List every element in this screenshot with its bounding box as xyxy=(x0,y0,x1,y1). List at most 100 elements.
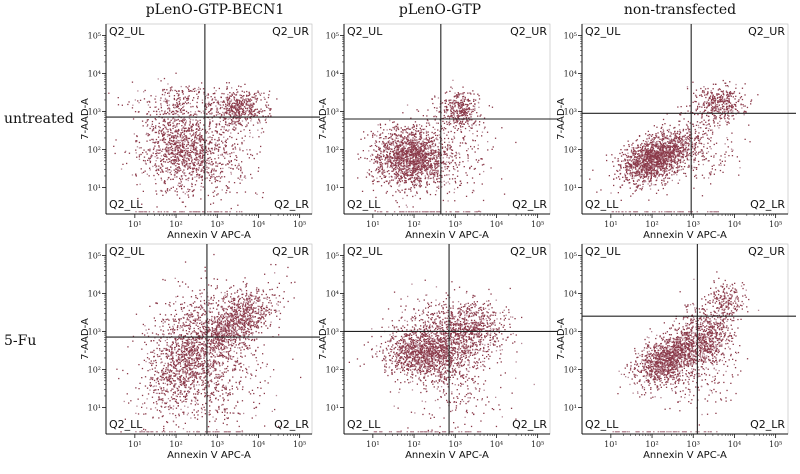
event-dot xyxy=(452,139,453,140)
event-dot xyxy=(214,178,215,179)
event-dot xyxy=(206,150,207,151)
event-dot xyxy=(166,147,167,148)
event-dot xyxy=(164,89,165,90)
event-dot xyxy=(189,211,190,212)
event-dot xyxy=(439,134,440,135)
event-dot xyxy=(231,110,232,111)
event-dot xyxy=(216,194,217,195)
event-dot xyxy=(375,145,376,146)
event-dot xyxy=(462,104,463,105)
event-dot xyxy=(234,93,235,94)
event-dot xyxy=(199,211,200,212)
event-dot xyxy=(154,165,155,166)
event-dot xyxy=(199,175,200,176)
event-dot xyxy=(420,170,421,171)
event-dot xyxy=(200,145,201,146)
event-dot xyxy=(187,166,188,167)
event-dot xyxy=(194,137,195,138)
event-dot xyxy=(188,178,189,179)
event-dot xyxy=(416,177,417,178)
event-dot xyxy=(424,146,425,147)
event-dot xyxy=(457,97,458,98)
event-dot xyxy=(223,147,224,148)
event-dot xyxy=(220,121,221,122)
event-dot xyxy=(436,156,437,157)
event-dot xyxy=(435,161,436,162)
event-dot xyxy=(438,153,439,154)
event-dot xyxy=(218,102,219,103)
event-dot xyxy=(377,157,378,158)
event-dot xyxy=(217,140,218,141)
event-dot xyxy=(419,181,420,182)
event-dot xyxy=(177,163,178,164)
event-dot xyxy=(218,144,219,145)
event-dot xyxy=(406,162,407,163)
event-dot xyxy=(430,146,431,147)
event-dot xyxy=(177,105,178,106)
event-dot xyxy=(270,115,271,116)
event-dot xyxy=(176,149,177,150)
event-dot xyxy=(221,176,222,177)
event-dot xyxy=(432,143,433,144)
event-dot xyxy=(184,157,185,158)
event-dot xyxy=(677,172,678,173)
event-dot xyxy=(413,181,414,182)
event-dot xyxy=(177,148,178,149)
event-dot xyxy=(439,149,440,150)
event-dot xyxy=(371,131,372,132)
event-dot xyxy=(192,171,193,172)
event-dot xyxy=(183,136,184,137)
event-dot xyxy=(186,111,187,112)
event-dot xyxy=(436,123,437,124)
event-dot xyxy=(210,109,211,110)
event-dot xyxy=(156,160,157,161)
event-dot xyxy=(217,131,218,132)
event-dot xyxy=(158,78,159,79)
event-dot xyxy=(162,166,163,167)
event-dot xyxy=(410,189,411,190)
event-dot xyxy=(453,126,454,127)
event-dot xyxy=(462,93,463,94)
event-dot xyxy=(470,127,471,128)
event-dot xyxy=(451,131,452,132)
event-dot xyxy=(389,167,390,168)
event-dot xyxy=(469,168,470,169)
event-dot xyxy=(447,168,448,169)
event-dot xyxy=(235,104,236,105)
event-dot xyxy=(396,128,397,129)
event-dot xyxy=(411,132,412,133)
event-dot xyxy=(405,142,406,143)
event-dot xyxy=(380,148,381,149)
event-dot xyxy=(420,135,421,136)
event-dot xyxy=(446,211,447,212)
event-dot xyxy=(186,146,187,147)
event-dot xyxy=(165,139,166,140)
event-dot xyxy=(238,86,239,87)
event-dot xyxy=(380,150,381,151)
event-dot xyxy=(268,94,269,95)
event-dot xyxy=(166,113,167,114)
event-dot xyxy=(405,148,406,149)
event-dot xyxy=(398,190,399,191)
event-dot xyxy=(158,109,159,110)
event-dot xyxy=(231,122,232,123)
event-dot xyxy=(446,174,447,175)
event-dot xyxy=(182,110,183,111)
event-dot xyxy=(401,162,402,163)
event-dot xyxy=(435,138,436,139)
event-dot xyxy=(167,167,168,168)
event-dot xyxy=(468,108,469,109)
event-dot xyxy=(406,211,407,212)
event-dot xyxy=(447,110,448,111)
event-dot xyxy=(217,163,218,164)
event-dot xyxy=(632,176,633,177)
event-dot xyxy=(443,162,444,163)
y-tick-label: 10² xyxy=(326,145,339,154)
event-dot xyxy=(156,139,157,140)
event-dot xyxy=(380,137,381,138)
event-dot xyxy=(220,101,221,102)
event-dot xyxy=(360,139,361,140)
event-dot xyxy=(213,170,214,171)
event-dot xyxy=(168,125,169,126)
event-dot xyxy=(225,146,226,147)
